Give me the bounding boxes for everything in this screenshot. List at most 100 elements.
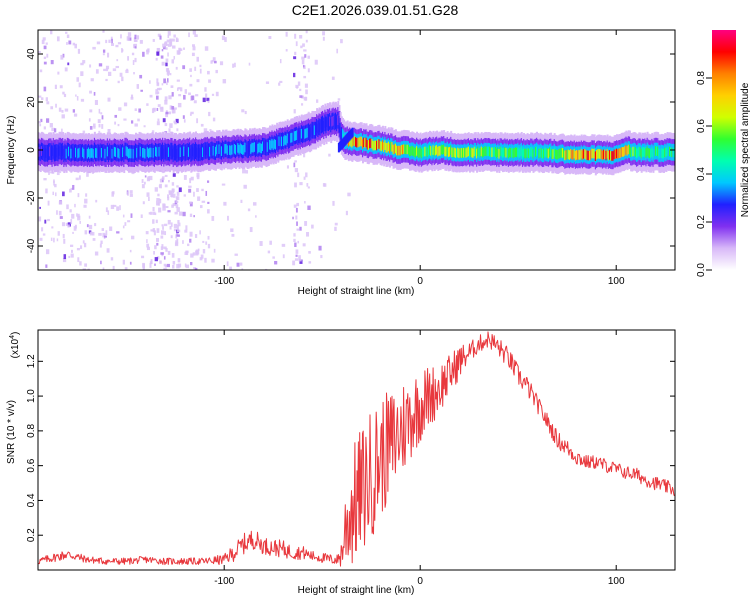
noise-speck [186, 250, 189, 256]
noise-speck [70, 187, 74, 190]
noise-speck [115, 44, 119, 48]
noise-speck [139, 39, 143, 44]
noise-speck [164, 174, 168, 177]
ridge-cell [465, 148, 468, 158]
noise-speck [80, 245, 83, 249]
noise-speck [148, 212, 151, 215]
noise-speck [297, 240, 300, 244]
ridge-cell [324, 118, 327, 128]
ridge-cell [213, 146, 216, 157]
noise-speck [171, 204, 174, 208]
ridge-cell [162, 146, 165, 156]
noise-speck [38, 50, 41, 53]
ridge-cell [418, 148, 421, 159]
noise-speck [127, 56, 130, 61]
spectrogram-x-label: Height of straight line (km) [298, 286, 415, 297]
ridge-cell [613, 149, 616, 160]
ridge-cell [496, 148, 499, 159]
noise-speck [80, 62, 84, 66]
ridge-cell [176, 149, 179, 159]
ridge-cell [458, 148, 461, 159]
ridge-cell [173, 147, 176, 157]
noise-speck [155, 57, 158, 61]
ridge-cell [450, 145, 453, 155]
ridge-cell [528, 148, 531, 159]
ridge-cell [588, 150, 591, 161]
noise-speck [106, 248, 110, 253]
noise-speck [61, 114, 65, 119]
noise-speck [200, 254, 204, 259]
ridge-cell [416, 146, 419, 156]
noise-speck [177, 220, 180, 224]
ridge-cell [70, 148, 73, 159]
ridge-cell [137, 148, 140, 159]
ridge-cell [456, 148, 459, 159]
noise-speck [221, 35, 225, 41]
ridge-cell [107, 148, 110, 159]
ridge-cell [224, 144, 227, 154]
ridge-cell [317, 123, 320, 134]
ridge-cell [130, 148, 133, 159]
noise-speck [305, 30, 308, 34]
ridge-cell [567, 149, 570, 160]
noise-speck [58, 210, 62, 216]
ridge-cell [618, 148, 621, 159]
noise-speck [301, 59, 305, 65]
noise-speck [295, 207, 298, 213]
ridge-cell [439, 146, 442, 156]
ridge-cell [243, 144, 246, 155]
ridge-cell [511, 147, 514, 157]
ridge-cell [299, 131, 302, 141]
noise-speck [196, 118, 199, 124]
ridge-cell [639, 146, 642, 157]
noise-speck [98, 123, 101, 128]
ridge-cell [628, 144, 631, 155]
ridge-cell [568, 150, 571, 160]
ridge-cell [178, 147, 181, 157]
noise-speck [154, 245, 157, 250]
noise-speck [302, 43, 305, 47]
noise-speck [212, 57, 216, 62]
noise-speck [176, 88, 179, 91]
ridge-cell [494, 146, 497, 157]
noise-speck [65, 222, 70, 226]
noise-speck [265, 81, 270, 84]
ridge-cell [647, 147, 650, 158]
noise-speck [175, 118, 179, 124]
noise-speck [89, 64, 92, 68]
noise-speck [167, 194, 170, 199]
ridge-cell [233, 143, 236, 154]
spectrogram-x-ticks: -100 0 100 [214, 30, 625, 287]
ridge-cell [606, 148, 609, 159]
noise-speck [42, 233, 46, 236]
noise-speck [71, 249, 73, 253]
noise-speck [293, 56, 297, 60]
noise-speck [171, 188, 175, 193]
ridge-cell [574, 150, 577, 161]
noise-speck [79, 261, 82, 266]
noise-speck [101, 228, 105, 232]
ridge-cell [119, 147, 122, 158]
noise-speck [162, 43, 165, 48]
noise-speck [99, 243, 102, 248]
noise-speck [156, 82, 160, 87]
noise-speck [207, 180, 210, 183]
noise-speck [316, 99, 319, 103]
noise-speck [204, 87, 207, 92]
ridge-cell [325, 120, 328, 130]
ridge-cell [133, 148, 136, 159]
ridge-cell [514, 147, 517, 157]
noise-speck [107, 210, 110, 215]
snr-series-line [38, 331, 675, 567]
noise-speck [173, 34, 176, 38]
ridge-cell [358, 137, 361, 148]
ridge-cell [313, 125, 316, 136]
ridge-cell [424, 146, 427, 157]
noise-speck [116, 206, 120, 211]
ridge-cell [187, 147, 190, 157]
ridge-cell [626, 146, 629, 156]
noise-speck [154, 257, 158, 262]
ridge-cell [444, 146, 447, 157]
noise-speck [165, 113, 169, 118]
noise-speck [114, 121, 117, 125]
